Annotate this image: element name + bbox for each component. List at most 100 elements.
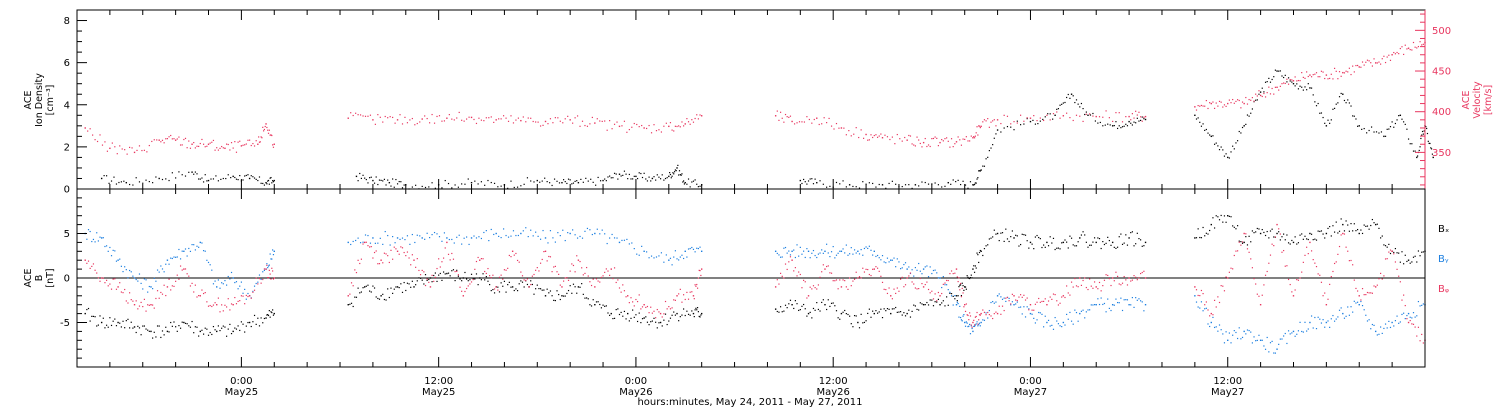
by-point: [453, 242, 455, 244]
velocity-point: [569, 119, 571, 121]
bx-point: [968, 277, 970, 279]
density-point: [622, 174, 624, 176]
bz-point: [577, 259, 580, 261]
by-point: [832, 245, 834, 248]
density-point: [100, 177, 103, 180]
velocity-point: [367, 115, 369, 117]
bx-point: [942, 300, 944, 302]
bz-point: [1317, 273, 1319, 275]
bx-point: [548, 292, 550, 294]
velocity-point: [176, 138, 178, 140]
velocity-point: [116, 153, 118, 155]
by-point: [849, 253, 851, 255]
bz-point: [153, 307, 155, 309]
bz-point: [793, 270, 795, 272]
by-point: [161, 268, 164, 270]
bz-point: [1130, 280, 1132, 282]
density-tick-label: 4: [64, 100, 70, 111]
bx-point: [1092, 241, 1094, 243]
bx-point: [1348, 230, 1350, 232]
bz-point: [528, 286, 530, 288]
bz-point: [965, 303, 967, 305]
by-point: [117, 259, 119, 261]
by-point: [520, 232, 522, 235]
bx-point: [1080, 234, 1083, 236]
bx-point: [99, 315, 101, 317]
bz-point: [1039, 301, 1041, 303]
velocity-point: [446, 117, 448, 119]
bx-point: [669, 317, 672, 319]
by-point: [446, 237, 448, 239]
by-point: [1064, 324, 1066, 326]
bx-point: [260, 317, 262, 319]
bx-point: [1320, 230, 1323, 232]
density-point: [198, 178, 200, 180]
bz-point: [1194, 286, 1196, 288]
velocity-point: [133, 151, 136, 154]
density-point: [577, 181, 580, 184]
velocity-point: [1143, 116, 1145, 118]
velocity-point: [362, 115, 364, 117]
bz-point: [911, 281, 913, 283]
density-point: [979, 170, 981, 172]
by-point: [1246, 329, 1249, 331]
density-point: [1131, 124, 1133, 126]
bx-point: [484, 279, 486, 281]
bx-point: [1113, 246, 1115, 248]
bz-point: [209, 304, 211, 307]
velocity-point: [881, 137, 884, 139]
bz-point: [590, 284, 593, 287]
bx-point: [168, 331, 170, 333]
bz-point: [863, 271, 866, 273]
velocity-point: [1333, 67, 1336, 69]
density-point: [474, 180, 476, 182]
by-point: [837, 252, 839, 254]
by-point: [604, 233, 606, 235]
by-point: [193, 244, 195, 246]
bz-point: [1309, 241, 1311, 244]
bx-point: [993, 229, 995, 231]
bx-point: [441, 279, 443, 282]
density-point: [1352, 115, 1354, 117]
density-point: [950, 183, 952, 185]
bz-point: [245, 294, 247, 297]
velocity-point: [1388, 54, 1390, 56]
velocity-point: [626, 131, 628, 133]
bz-point: [1256, 293, 1258, 295]
by-point: [194, 249, 196, 251]
bx-point: [586, 297, 588, 299]
by-point: [1414, 316, 1416, 318]
velocity-point: [1352, 65, 1354, 67]
density-point: [973, 184, 975, 186]
bz-point: [1080, 284, 1083, 286]
density-point: [1104, 124, 1106, 126]
velocity-point: [896, 133, 898, 136]
by-point: [255, 282, 257, 285]
bz-point: [587, 275, 589, 277]
by-point: [885, 262, 887, 264]
bx-point: [678, 320, 680, 322]
by-point: [1131, 296, 1133, 299]
bx-point: [801, 305, 803, 307]
bz-point: [104, 282, 106, 284]
bx-point: [1314, 238, 1316, 240]
density-point: [1256, 99, 1258, 101]
velocity-point: [828, 117, 830, 120]
bz-point: [1353, 279, 1355, 281]
bz-point: [582, 274, 584, 276]
bx-point: [868, 308, 870, 310]
bz-point: [958, 277, 960, 279]
velocity-point: [1329, 77, 1331, 80]
by-point: [967, 325, 969, 328]
density-point: [959, 183, 962, 186]
bz-point: [1044, 298, 1046, 300]
bx-point: [987, 244, 989, 246]
bx-point: [572, 283, 575, 285]
bx-point: [199, 330, 201, 333]
bz-point: [980, 312, 982, 315]
by-point: [1243, 330, 1245, 333]
bx-point: [429, 277, 432, 279]
bz-point: [921, 282, 923, 285]
bz-point: [816, 288, 818, 290]
density-point: [194, 171, 196, 173]
